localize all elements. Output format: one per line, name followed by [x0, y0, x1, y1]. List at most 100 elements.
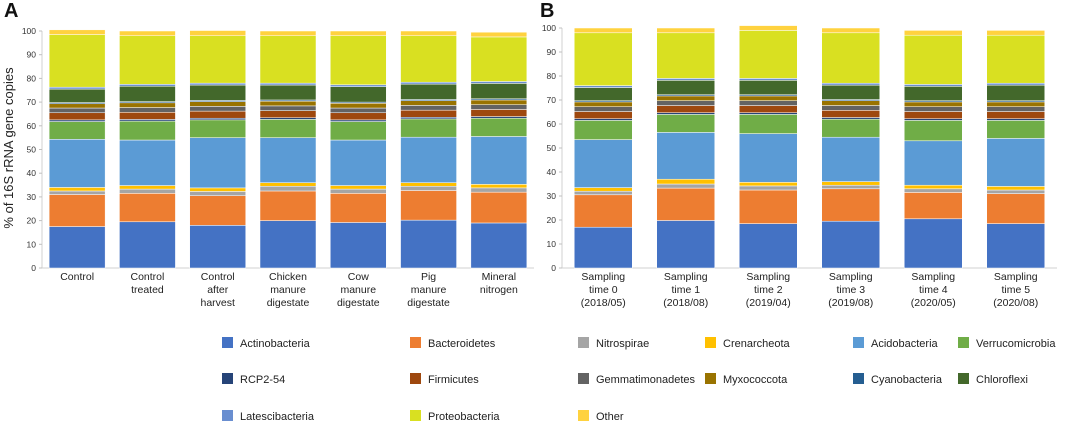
x-category-label: Sampling time 5 (2020/08) — [993, 271, 1038, 309]
bar-segment-other — [48, 29, 106, 35]
bar-segment-proteobacteria — [189, 35, 246, 84]
legend-label: Crenarcheota — [723, 338, 791, 350]
bar-segment-verrucomicrobia — [189, 119, 246, 138]
bar-segment-crenarcheota — [821, 181, 880, 186]
y-tick-label: 100 — [22, 26, 36, 36]
bar-segment-crenarcheota — [259, 182, 317, 187]
bar-segment-other — [119, 30, 176, 36]
bar-segment-nitrospirae — [986, 189, 1045, 194]
legend-label: Firmicutes — [428, 374, 479, 386]
bar-segment-myxococcota — [574, 101, 633, 107]
bar-segment-chloroflexi — [821, 84, 880, 100]
bar-segment-firmicutes — [400, 109, 457, 118]
chart-panel-b: 0 10 20 30 40 50 60 70 80 90 100 Sampling time 0 (201… — [542, 23, 1057, 309]
legend-item-verrucomicrobia: Verrucomicrobia — [958, 337, 1056, 350]
bar-segment-actinobacteria — [739, 223, 798, 269]
bar-segment-proteobacteria — [986, 34, 1045, 84]
bar-segment-crenarcheota — [48, 187, 106, 192]
bar-segment-chloroflexi — [656, 80, 715, 95]
y-tick-label: 30 — [547, 191, 557, 201]
legend-swatch — [410, 373, 421, 384]
x-category-label: Mineral nitrogen — [480, 271, 518, 296]
y-tick-label: 60 — [547, 119, 557, 129]
legend-item-latescibacteria: Latescibacteria — [222, 410, 315, 423]
bar-segment-verrucomicrobia — [119, 120, 176, 141]
x-category-label: Chicken manure digestate — [267, 271, 310, 309]
bar-segment-other — [259, 30, 317, 36]
bar-segment-verrucomicrobia — [400, 118, 457, 138]
x-category-label: Sampling time 4 (2020/05) — [911, 271, 956, 309]
bar-segment-firmicutes — [330, 112, 387, 121]
bar-segment-chloroflexi — [986, 84, 1045, 101]
bar-segment-nitrospirae — [330, 188, 387, 194]
bar-segment-nitrospirae — [259, 185, 317, 192]
bar-segment-rcp2-54 — [986, 118, 1045, 121]
bar-segment-myxococcota — [330, 103, 387, 109]
bar-segment-gemmatimonadetes — [259, 105, 317, 111]
bar-segment-rcp2-54 — [574, 118, 633, 121]
legend-item-acidobacteria: Acidobacteria — [853, 337, 939, 350]
bar-segment-latescibacteria — [904, 84, 963, 87]
bar-segment-actinobacteria — [119, 221, 176, 269]
bar-segment-gemmatimonadetes — [821, 105, 880, 111]
bar-segment-proteobacteria — [330, 35, 387, 86]
bar-segment-bacteroidetes — [330, 193, 387, 223]
bar-segment-latescibacteria — [330, 84, 387, 87]
bar-segment-nitrospirae — [904, 188, 963, 193]
legend-swatch — [705, 373, 716, 384]
bar-segment-proteobacteria — [821, 32, 880, 84]
bar-segment-chloroflexi — [400, 83, 457, 100]
bar-segment-firmicutes — [739, 105, 798, 113]
bar-segment-crenarcheota — [739, 182, 798, 187]
bar-segment-firmicutes — [821, 110, 880, 118]
bar-segment-chloroflexi — [330, 86, 387, 103]
legend-swatch — [222, 337, 233, 348]
bar-segment-acidobacteria — [48, 139, 106, 188]
legend-label: Acidobacteria — [871, 338, 939, 350]
bar-segment-nitrospirae — [656, 183, 715, 189]
bar-segment-verrucomicrobia — [821, 118, 880, 138]
x-category-label: Sampling time 2 (2019/04) — [746, 271, 791, 309]
bar-segment-firmicutes — [904, 111, 963, 119]
legend-label: Bacteroidetes — [428, 338, 496, 350]
bar-segment-proteobacteria — [470, 36, 528, 82]
legend-item-cyanobacteria: Cyanobacteria — [853, 373, 943, 386]
bar-segment-gemmatimonadetes — [400, 105, 457, 111]
legend-label: Latescibacteria — [240, 411, 315, 423]
bar-segment-nitrospirae — [119, 188, 176, 194]
bar-segment-verrucomicrobia — [739, 114, 798, 134]
bar-segment-bacteroidetes — [189, 195, 246, 226]
stacked-bar-3 — [189, 30, 246, 269]
bar-segment-firmicutes — [656, 105, 715, 113]
legend-swatch — [958, 373, 969, 384]
y-tick-label: 40 — [547, 167, 557, 177]
bar-segment-actinobacteria — [330, 222, 387, 269]
stacked-bar-4 — [259, 30, 317, 269]
bar-segment-myxococcota — [986, 101, 1045, 107]
bar-segment-acidobacteria — [656, 132, 715, 180]
legend-item-firmicutes: Firmicutes — [410, 373, 479, 386]
bar-segment-proteobacteria — [48, 34, 106, 88]
legend-swatch — [578, 410, 589, 421]
bar-segment-acidobacteria — [330, 139, 387, 186]
legend-label: Cyanobacteria — [871, 374, 943, 386]
bar-segment-actinobacteria — [400, 219, 457, 269]
bar-segment-other — [470, 31, 528, 38]
bar-segment-proteobacteria — [119, 35, 176, 85]
bar-segment-chloroflexi — [259, 84, 317, 101]
y-tick-label: 10 — [27, 239, 37, 249]
y-tick-label: 100 — [542, 23, 556, 33]
bar-segment-other — [904, 30, 963, 36]
stacked-bar-1 — [48, 29, 106, 269]
bar-segment-verrucomicrobia — [470, 117, 528, 137]
bar-segment-other — [656, 27, 715, 34]
legend-label: Actinobacteria — [240, 338, 311, 350]
bar-segment-other — [574, 27, 633, 34]
bar-segment-myxococcota — [470, 99, 528, 105]
bar-segment-proteobacteria — [574, 32, 633, 86]
bar-segment-firmicutes — [48, 112, 106, 121]
bar-segment-chloroflexi — [119, 85, 176, 102]
bar-segment-latescibacteria — [259, 82, 317, 86]
panel-label-b: B — [540, 0, 554, 22]
